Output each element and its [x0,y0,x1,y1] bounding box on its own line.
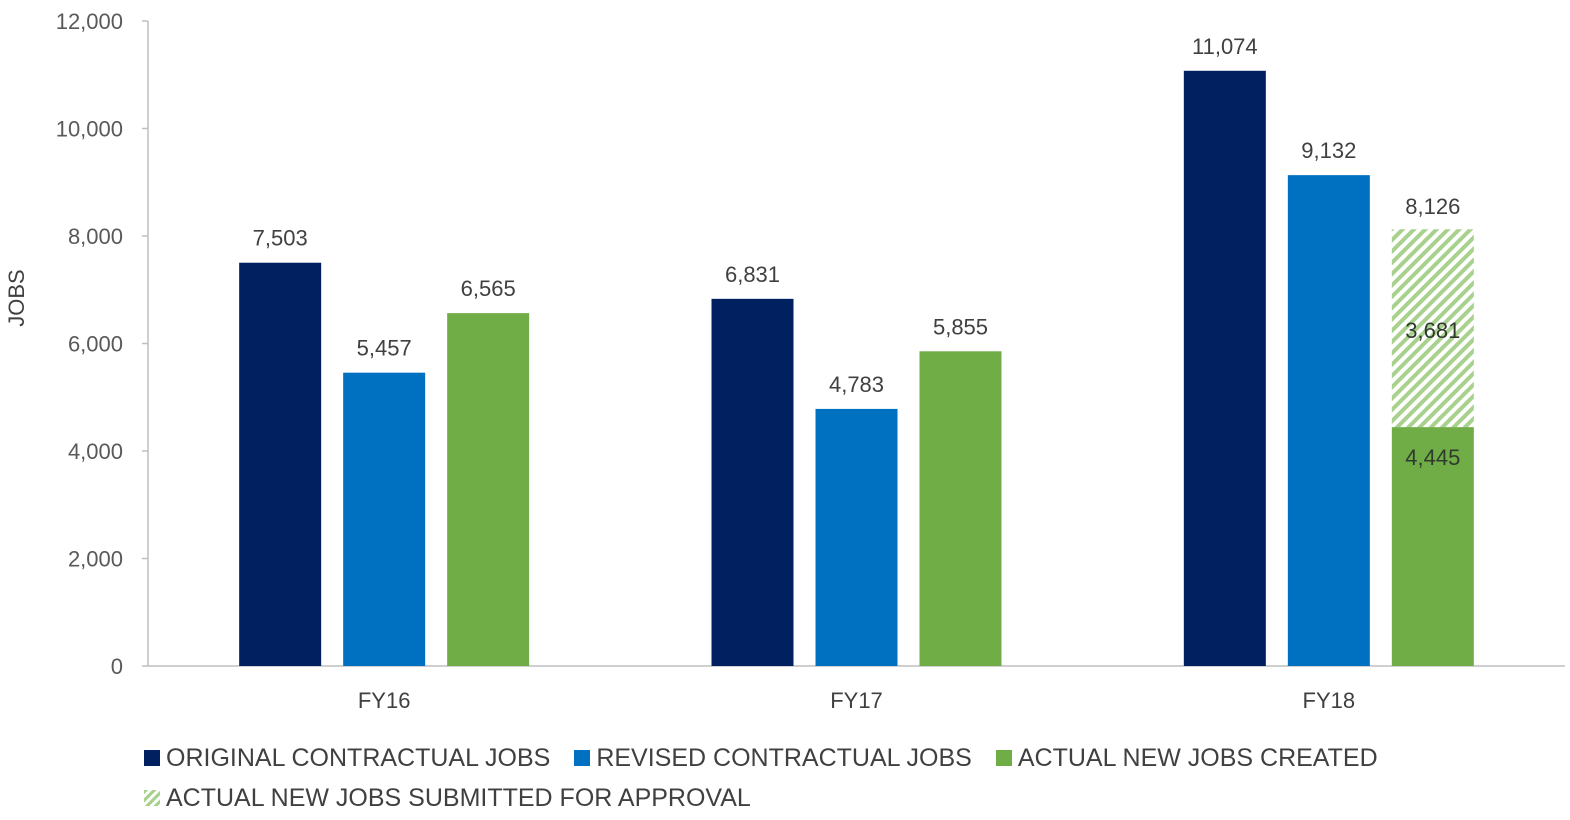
legend-item: ACTUAL NEW JOBS CREATED [995,743,1378,773]
bars [239,70,1474,666]
y-tick-label: 4,000 [68,439,123,464]
legend-swatch [144,790,160,806]
legend-swatch [574,750,591,766]
legend-item: REVISED CONTRACTUAL JOBS [574,744,972,773]
data-labels: 7,503 5,457 6,565 6,831 4,783 5,855 11,074 9,13… [253,34,1461,470]
legend: ORIGINAL CONTRACTUAL JOBS REVISED CONTRAC… [144,738,1564,818]
bar [1391,427,1474,666]
bar-stacked-segment [1391,229,1474,428]
data-label: 4,783 [829,372,884,397]
legend-swatch [995,750,1012,766]
x-axis: FY16 FY17 FY18 [148,665,1565,713]
y-tick-label: 12,000 [56,9,123,34]
y-tick-label: 8,000 [68,224,123,249]
legend-label: ACTUAL NEW JOBS CREATED [1017,743,1378,772]
legend-item: ACTUAL NEW JOBS SUBMITTED FOR APPROVAL [144,784,751,813]
y-tick-label: 2,000 [68,547,123,572]
bar [343,372,426,666]
data-label: 7,503 [253,226,308,251]
data-label: 4,445 [1405,445,1460,470]
legend-row: ORIGINAL CONTRACTUAL JOBS REVISED CONTRAC… [144,738,1564,778]
data-label: 5,855 [933,314,988,339]
legend-label: ORIGINAL CONTRACTUAL JOBS [166,743,551,772]
bar [1287,175,1370,666]
y-axis: 0 2,000 4,000 6,000 8,000 10,000 12,000 [56,9,149,679]
x-category-label: FY16 [358,688,411,713]
data-label: 6,565 [461,276,516,301]
x-category-label: FY17 [830,688,883,713]
legend-label: ACTUAL NEW JOBS SUBMITTED FOR APPROVAL [166,783,751,812]
bar [239,262,322,666]
bar [1183,70,1266,666]
legend-swatch [144,750,160,766]
bar [919,351,1002,666]
legend-label: REVISED CONTRACTUAL JOBS [596,743,972,772]
legend-item: ORIGINAL CONTRACTUAL JOBS [144,744,550,773]
bar [711,298,794,666]
y-tick-label: 6,000 [68,332,123,357]
data-label: 3,681 [1405,318,1460,343]
data-label: 5,457 [357,336,412,361]
x-category-label: FY18 [1303,688,1356,713]
data-label-total: 8,126 [1405,194,1460,219]
data-label: 6,831 [725,262,780,287]
data-label: 9,132 [1301,138,1356,163]
legend-row: ACTUAL NEW JOBS SUBMITTED FOR APPROVAL [144,778,1564,818]
y-tick-label: 0 [111,654,123,679]
y-tick-label: 10,000 [56,117,123,142]
bar [815,408,898,666]
y-axis-title: JOBS [4,269,29,326]
data-label: 11,074 [1192,34,1258,59]
bar [447,313,530,666]
